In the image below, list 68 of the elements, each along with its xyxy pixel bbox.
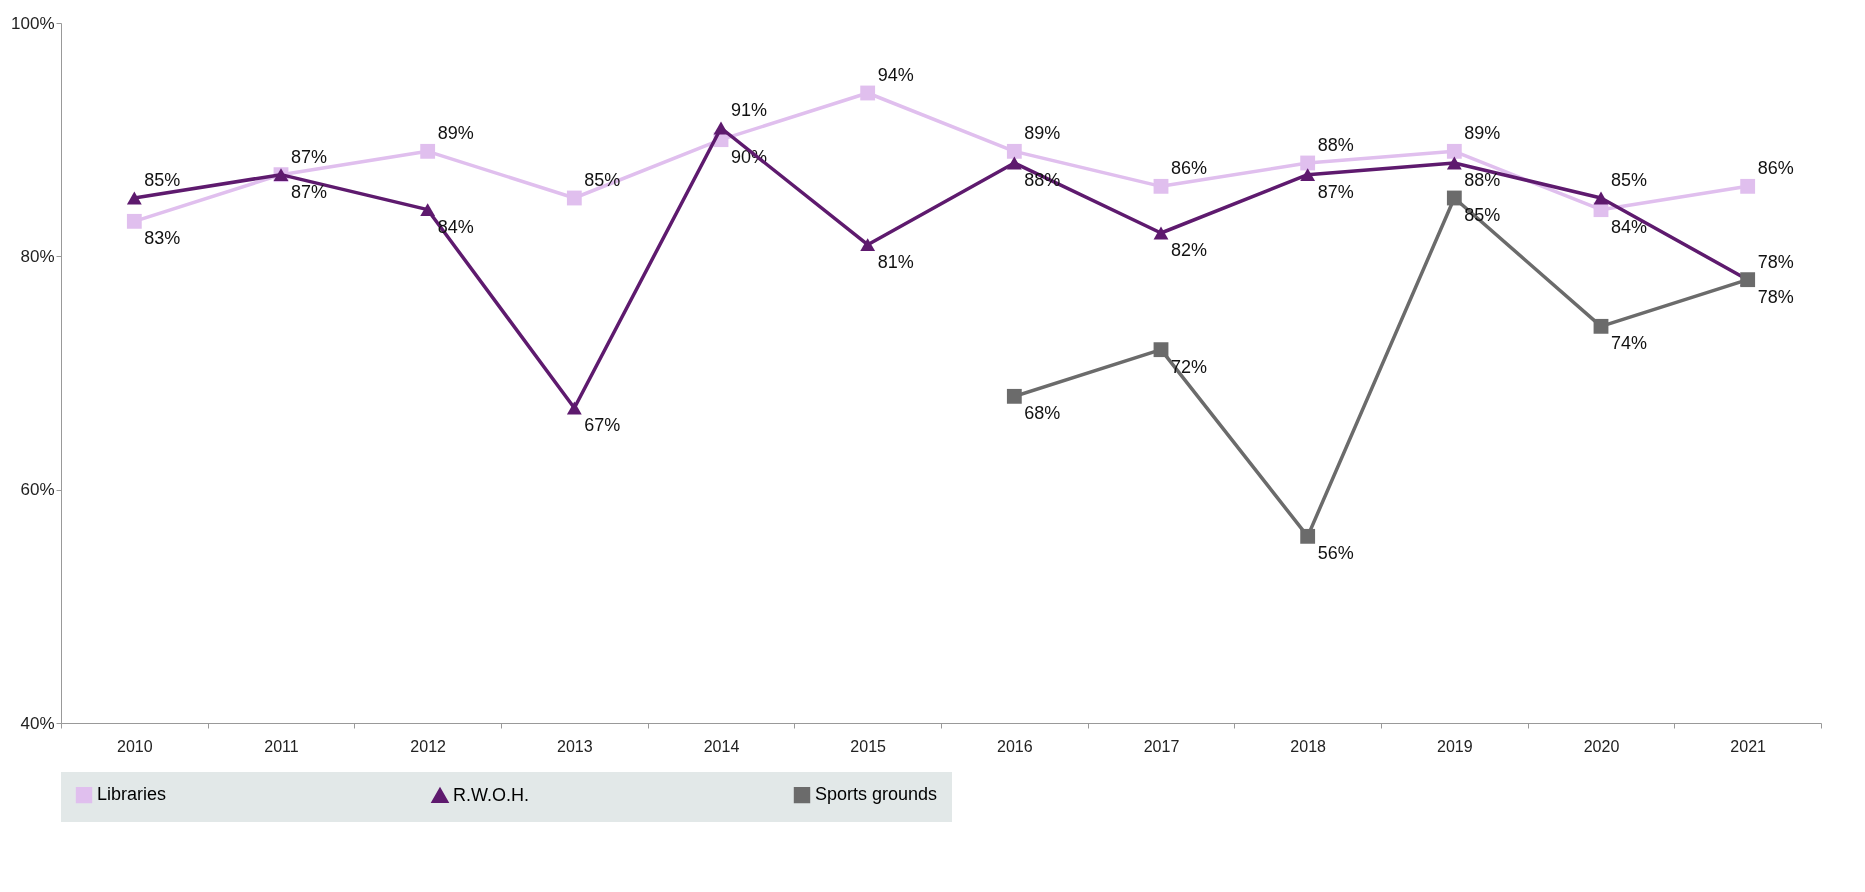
point: [566, 190, 582, 206]
data-label: 87%: [291, 181, 328, 202]
x-tick-label: 2015: [850, 737, 887, 755]
x-tick-label: 2012: [410, 737, 447, 755]
data-label: 89%: [1024, 123, 1061, 144]
x-tick-label: 2021: [1730, 737, 1767, 755]
x-tick-label: 2020: [1583, 737, 1620, 755]
data-label: 91%: [731, 100, 768, 120]
data-label: 81%: [877, 251, 914, 272]
data-label: 88%: [1317, 135, 1354, 155]
point: [1446, 190, 1462, 206]
point: [1593, 191, 1609, 205]
data-label: 67%: [584, 415, 621, 435]
x-tick-label: 2011: [264, 737, 299, 755]
legend-label: R.W.O.H.: [453, 784, 529, 805]
point: [1006, 143, 1022, 159]
data-label: 83%: [144, 228, 181, 249]
data-label: 89%: [1464, 123, 1501, 144]
point: [1300, 155, 1316, 171]
data-label: 86%: [1757, 158, 1794, 179]
x-tick-label: 2017: [1143, 737, 1180, 755]
point: [1446, 156, 1462, 170]
data-label: 85%: [584, 170, 621, 190]
point: [420, 143, 436, 159]
point: [126, 213, 142, 229]
data-label: 78%: [1757, 251, 1794, 272]
data-label: 85%: [144, 170, 181, 190]
data-label: 82%: [1171, 240, 1208, 260]
x-tick-label: 2014: [703, 737, 740, 755]
point: [1446, 143, 1462, 159]
x-tick-label: 2013: [557, 737, 593, 755]
point: [713, 121, 729, 135]
x-tick-label: 2019: [1437, 737, 1473, 755]
legend-label: Libraries: [97, 784, 167, 805]
y-tick-label: 100%: [11, 13, 55, 33]
point: [1593, 318, 1609, 334]
point: [860, 238, 876, 252]
point: [1153, 178, 1169, 194]
data-label: 56%: [1317, 543, 1354, 564]
point: [1300, 168, 1316, 182]
data-label: 86%: [1171, 158, 1208, 179]
data-label: 88%: [1464, 170, 1501, 190]
point: [126, 191, 142, 205]
data-label: 89%: [437, 123, 474, 144]
data-label: 87%: [291, 146, 328, 167]
y-tick-label: 40%: [20, 713, 55, 733]
data-label: 85%: [1611, 170, 1648, 190]
data-label: 74%: [1611, 333, 1648, 354]
point: [1740, 178, 1756, 194]
point: [1300, 528, 1316, 544]
data-label: 68%: [1024, 403, 1061, 424]
x-tick-label: 2018: [1290, 737, 1327, 755]
data-label: 84%: [1611, 216, 1648, 237]
x-tick-label: 2016: [997, 737, 1033, 755]
data-label: 87%: [1317, 181, 1354, 202]
data-label: 78%: [1757, 286, 1794, 307]
data-label: 94%: [877, 65, 914, 85]
point: [420, 203, 436, 217]
point: [1006, 388, 1022, 404]
point: [1153, 226, 1169, 240]
point: [860, 85, 876, 101]
legend-label: Sports grounds: [815, 784, 938, 805]
y-tick-label: 80%: [20, 246, 55, 266]
point: [1153, 342, 1169, 358]
point: [566, 401, 582, 415]
y-tick-label: 60%: [20, 480, 55, 500]
x-tick-label: 2010: [117, 737, 153, 755]
point: [1006, 156, 1022, 170]
